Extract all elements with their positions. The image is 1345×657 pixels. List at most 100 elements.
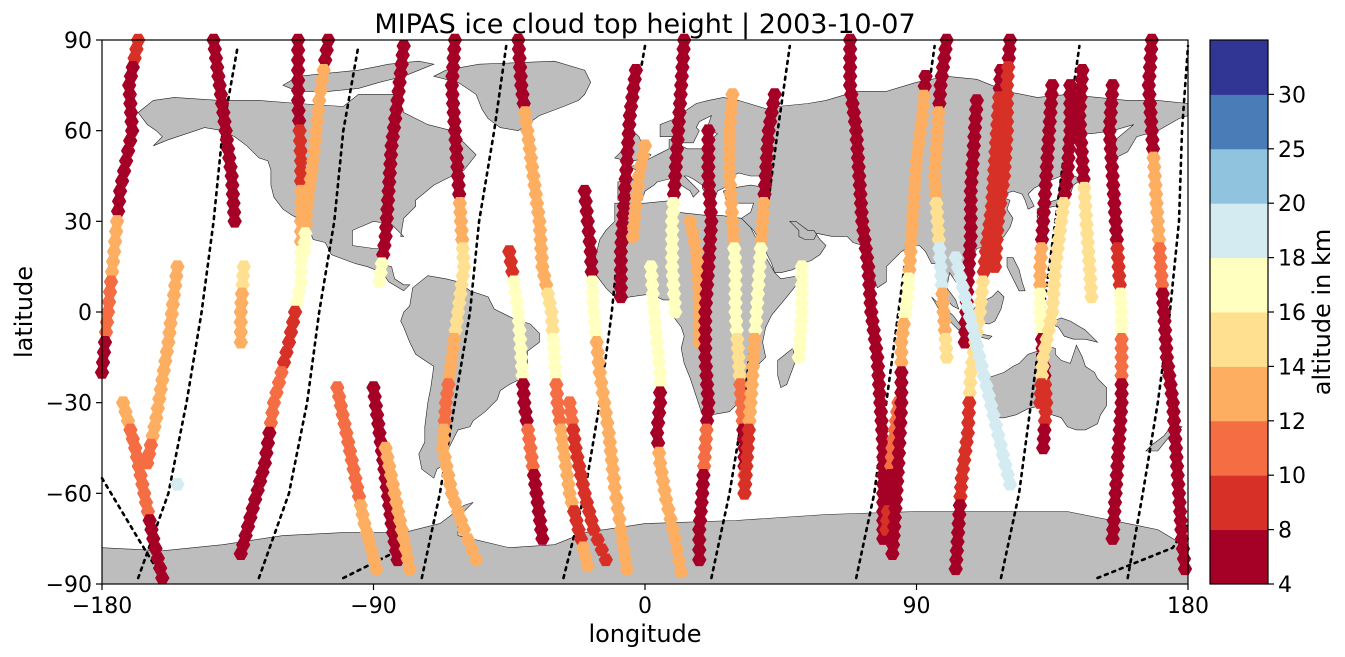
cloud-marker <box>894 386 909 399</box>
cloud-marker <box>962 396 977 409</box>
cloud-marker <box>651 446 667 460</box>
cloud-marker <box>610 502 626 515</box>
cloud-marker <box>293 275 309 288</box>
cloud-marker <box>961 416 976 430</box>
cloud-marker <box>581 225 596 238</box>
cloud-marker <box>233 325 248 339</box>
cloud-marker <box>672 554 687 568</box>
cloud-marker <box>612 512 627 526</box>
cloud-marker <box>506 275 521 288</box>
orbit-track <box>100 476 164 580</box>
cloud-marker <box>1002 478 1018 491</box>
plot-area <box>94 33 1193 585</box>
colorbar-segment <box>1210 203 1268 259</box>
cloud-marker <box>1036 441 1051 455</box>
x-axis-label: longitude <box>588 620 701 648</box>
cloud-marker <box>585 285 600 299</box>
cloud-marker <box>468 553 484 567</box>
cloud-marker <box>598 406 613 419</box>
cloud-marker <box>894 376 909 389</box>
cloud-marker <box>114 174 130 188</box>
cloud-marker <box>456 523 472 536</box>
cloud-marker <box>402 562 417 576</box>
cloud-marker <box>296 245 312 258</box>
cloud-marker <box>972 305 988 319</box>
cloud-marker <box>893 406 909 419</box>
cloud-marker <box>535 532 550 545</box>
colorbar-tick-label: 20 <box>1278 192 1306 217</box>
cloud-marker <box>292 134 308 147</box>
cloud-marker <box>737 487 752 500</box>
cloud-marker <box>637 139 653 152</box>
cloud-marker <box>663 512 678 526</box>
cloud-marker <box>309 124 324 137</box>
cloud-marker-layer <box>94 33 1193 585</box>
cloud-marker <box>661 503 676 516</box>
cloud-marker <box>894 336 909 349</box>
cloud-marker <box>668 305 683 319</box>
cloud-marker <box>259 446 274 460</box>
cloud-marker <box>979 379 994 392</box>
cloud-marker <box>969 340 985 353</box>
cloud-marker <box>291 114 307 127</box>
x-tick-label: 90 <box>903 594 931 619</box>
cloud-marker <box>311 104 326 117</box>
cloud-marker <box>152 392 167 406</box>
cloud-marker <box>950 261 966 274</box>
cloud-marker <box>650 436 666 450</box>
cloud-marker <box>592 366 607 379</box>
cloud-marker <box>106 245 122 258</box>
cloud-marker <box>891 446 907 460</box>
cloud-marker <box>390 553 405 567</box>
cloud-marker <box>963 376 978 389</box>
colorbar-label: altitude in km <box>1308 229 1336 396</box>
cloud-marker <box>140 456 155 470</box>
cloud-marker <box>263 416 279 430</box>
colorbar-segment <box>1210 94 1268 150</box>
cloud-marker <box>590 533 605 546</box>
cloud-marker <box>692 553 707 567</box>
cloud-marker <box>972 349 987 363</box>
cloud-marker <box>998 458 1013 471</box>
cloud-marker <box>975 275 991 288</box>
cloud-marker <box>164 307 179 321</box>
cloud-marker <box>649 336 665 349</box>
cloud-marker <box>658 493 674 506</box>
cloud-marker <box>618 552 633 566</box>
cloud-marker <box>290 64 306 77</box>
y-tick-label: 0 <box>78 301 92 326</box>
colorbar-segment <box>1210 312 1268 367</box>
cloud-marker <box>262 426 277 440</box>
cloud-marker <box>293 144 308 158</box>
cloud-marker <box>307 144 322 158</box>
cloud-marker <box>96 346 112 359</box>
cloud-marker <box>290 84 306 97</box>
cloud-marker <box>583 245 598 258</box>
cloud-marker <box>983 399 999 412</box>
colorbar-tick-label: 14 <box>1278 355 1306 380</box>
cloud-marker <box>646 305 662 319</box>
cloud-marker <box>588 325 603 339</box>
cloud-marker <box>104 265 120 278</box>
colorbar-segment <box>1210 257 1268 313</box>
cloud-marker <box>1175 542 1191 555</box>
cloud-marker <box>162 326 177 339</box>
colorbar-tick-label: 8 <box>1278 519 1292 544</box>
cloud-marker <box>597 396 612 409</box>
cloud-marker <box>692 533 707 546</box>
cloud-marker <box>993 438 1008 452</box>
cloud-marker <box>586 295 601 309</box>
colorbar-tick-label: 12 <box>1278 410 1306 435</box>
cloud-marker <box>271 376 287 389</box>
cloud-marker <box>627 210 643 223</box>
colorbar-tick-label: 30 <box>1278 83 1306 108</box>
cloud-marker <box>101 295 117 309</box>
cloud-marker <box>894 356 909 369</box>
cloud-marker <box>894 396 909 409</box>
cloud-marker <box>156 364 171 377</box>
cloud-marker <box>894 346 909 359</box>
cloud-marker <box>631 169 647 183</box>
colorbar-segment <box>1210 420 1268 476</box>
cloud-marker <box>153 383 168 396</box>
cloud-marker <box>1105 532 1120 545</box>
